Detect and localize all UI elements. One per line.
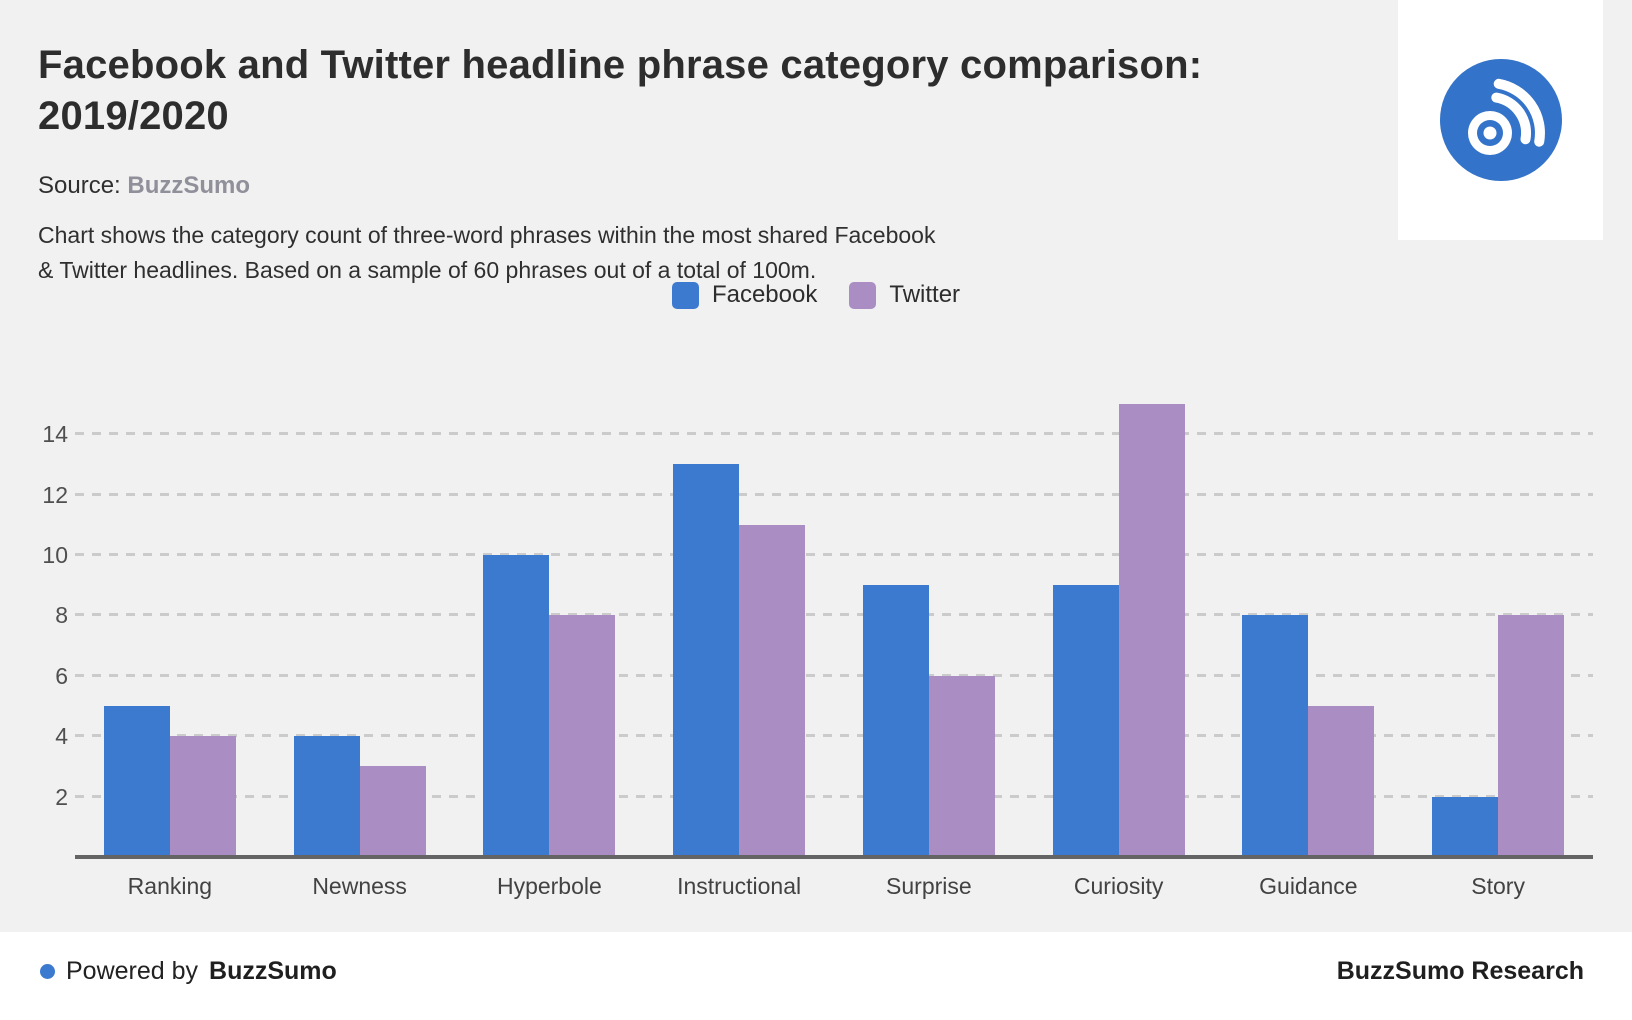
bar-facebook-instructional [673,464,740,857]
research-label: BuzzSumo Research [1336,956,1584,985]
legend-label-facebook: Facebook [711,281,818,308]
gridline-10 [75,553,1593,556]
y-tick-label-14: 14 [42,421,68,448]
bar-facebook-guidance [1242,615,1309,857]
header: Facebook and Twitter headline phrase cat… [38,40,1202,289]
y-tick-label-10: 10 [42,542,68,568]
x-axis-label-newness: Newness [312,873,407,899]
gridline-12 [75,492,1593,496]
bar-group-curiosity [1024,340,1214,857]
legend-item-facebook: Facebook [671,281,818,309]
x-axis-label-instructional: Instructional [677,873,802,899]
powered-by: Powered by BuzzSumo [40,957,337,986]
bar-twitter-newness [359,766,426,857]
legend-label-twitter: Twitter [889,281,961,308]
bar-twitter-ranking [169,736,236,857]
bar-twitter-hyperbole [549,615,616,857]
bar-facebook-hyperbole [483,555,550,857]
gridline-14 [75,432,1593,436]
twitter-legend-swatch [849,281,877,309]
x-axis-line [75,855,1593,859]
bar-twitter-surprise [928,675,995,857]
plot-area: 2 4 6 8 10 12 14 [42,340,1593,857]
source-label: Source: [38,171,121,199]
x-axis-labels: Ranking Newness Hyperbole Instructional Surp… [75,873,1593,900]
gridline-6 [75,673,1593,677]
legend-item-twitter: Twitter [849,281,960,309]
chart-description: Chart shows the category count of three-… [38,221,936,284]
bar-group-newness [265,340,455,857]
bar-group-ranking [75,340,265,857]
bar-twitter-guidance [1308,706,1375,857]
powered-dot-icon [40,963,55,979]
powered-brand: BuzzSumo [209,956,337,985]
x-axis-label-story: Story [1471,873,1525,899]
bar-group-instructional [644,340,834,857]
x-axis-label-guidance: Guidance [1259,873,1358,899]
bar-twitter-story [1498,615,1565,857]
bar-group-surprise [834,340,1024,857]
x-axis-label-hyperbole: Hyperbole [496,873,602,899]
bar-twitter-instructional [739,524,806,857]
bar-chart: 2 4 6 8 10 12 14 Ranking Newness Hyperbole Instru… [42,340,1593,899]
gridline-8 [75,613,1593,617]
gridline-4 [75,734,1593,738]
facebook-legend-swatch [671,281,699,309]
source-line: Source: BuzzSumo [38,172,1202,200]
bar-facebook-newness [293,736,360,857]
y-tick-label-6: 6 [55,662,68,689]
gridline-2 [75,794,1593,798]
bar-facebook-ranking [103,706,170,857]
y-tick-label-2: 2 [55,783,68,810]
x-axis-label-curiosity: Curiosity [1073,873,1164,899]
bar-facebook-surprise [862,585,929,857]
bar-group-guidance [1214,340,1404,857]
y-tick-label-8: 8 [55,602,68,629]
bar-twitter-curiosity [1118,404,1185,857]
x-axis-label-surprise: Surprise [886,873,972,899]
chart-legend: Facebook Twitter [0,281,1632,309]
powered-prefix: Powered by [66,956,199,985]
y-tick-label-4: 4 [55,723,68,750]
bar-facebook-curiosity [1052,585,1119,857]
footer: Powered by BuzzSumo BuzzSumo Research [0,932,1632,1020]
bar-group-hyperbole [455,340,645,857]
bar-group-story [1403,340,1593,857]
logo-box [1398,0,1603,240]
y-tick-label-12: 12 [42,481,68,508]
bars-row [75,340,1593,857]
bar-facebook-story [1432,796,1499,857]
source-value: BuzzSumo [127,171,251,199]
buzzsumo-logo-icon [1439,59,1562,181]
x-axis-label-ranking: Ranking [127,873,213,899]
page-title: Facebook and Twitter headline phrase cat… [38,43,1203,138]
